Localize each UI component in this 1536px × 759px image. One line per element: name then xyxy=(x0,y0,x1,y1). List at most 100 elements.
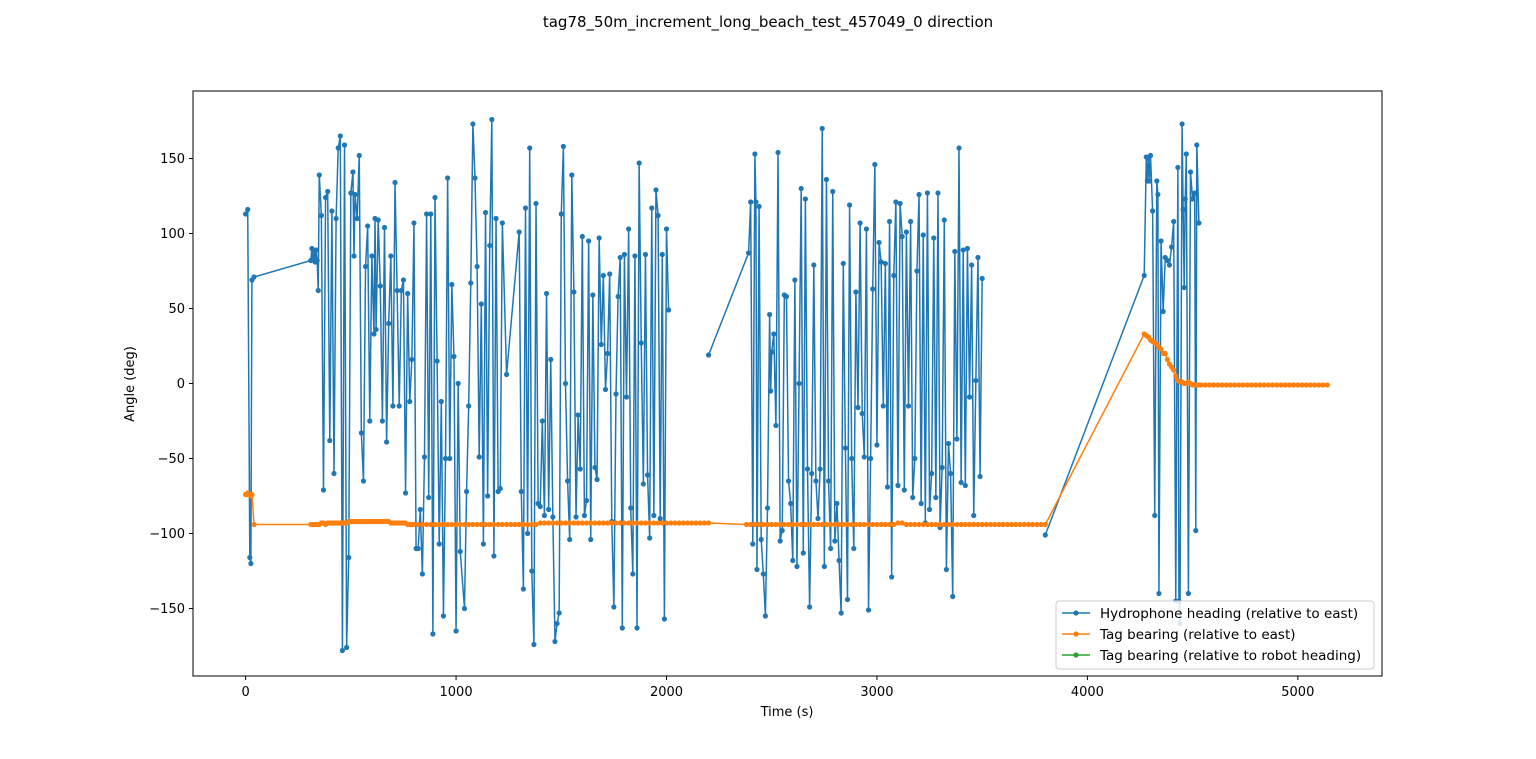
data-point xyxy=(598,341,604,348)
data-point xyxy=(941,521,947,528)
data-point xyxy=(920,521,926,528)
data-point xyxy=(1034,521,1040,528)
data-point xyxy=(487,242,493,249)
data-point xyxy=(325,188,331,195)
data-point xyxy=(527,145,533,151)
data-point xyxy=(352,191,358,198)
data-point xyxy=(1312,382,1318,388)
data-point xyxy=(935,190,941,196)
data-point xyxy=(384,439,390,445)
data-point xyxy=(903,229,910,235)
data-point xyxy=(771,331,777,337)
data-point xyxy=(882,260,888,267)
data-point xyxy=(880,403,886,409)
data-point xyxy=(474,521,480,528)
data-point xyxy=(640,481,646,487)
data-point xyxy=(950,521,956,528)
data-point xyxy=(815,515,821,522)
data-point xyxy=(884,484,891,490)
data-point xyxy=(537,520,543,526)
data-point xyxy=(1215,382,1221,388)
data-point xyxy=(802,521,808,528)
data-point xyxy=(607,271,613,277)
data-point xyxy=(819,125,825,132)
data-point xyxy=(415,521,421,528)
chart-title: tag78_50m_increment_long_beach_test_4570… xyxy=(543,13,993,32)
data-point xyxy=(756,521,762,528)
data-point xyxy=(754,566,760,573)
data-point xyxy=(375,217,381,223)
data-point xyxy=(743,521,750,528)
data-point xyxy=(1179,121,1185,127)
data-point xyxy=(609,520,615,526)
data-point xyxy=(1017,521,1023,528)
data-point xyxy=(558,520,564,526)
data-point xyxy=(962,482,968,489)
series-0 xyxy=(243,116,1202,654)
data-point xyxy=(470,521,476,528)
data-point xyxy=(602,386,609,393)
data-point xyxy=(626,520,632,526)
data-point xyxy=(421,454,428,460)
data-point xyxy=(442,455,449,462)
data-point xyxy=(764,521,771,528)
legend-label: Tag bearing (relative to east) xyxy=(1099,627,1296,643)
data-point xyxy=(381,224,388,231)
data-point xyxy=(243,211,249,217)
data-point xyxy=(1154,178,1160,184)
data-point xyxy=(426,494,432,501)
data-point xyxy=(592,464,598,471)
data-point xyxy=(846,202,853,208)
data-point xyxy=(508,521,514,528)
data-point xyxy=(489,116,495,123)
data-point xyxy=(1265,382,1271,388)
data-point xyxy=(899,520,905,526)
data-point xyxy=(1171,218,1177,225)
data-point xyxy=(1240,382,1246,388)
data-point xyxy=(813,478,819,484)
data-point xyxy=(794,521,800,528)
data-point xyxy=(360,478,367,484)
data-point xyxy=(649,205,655,211)
data-point xyxy=(684,520,691,526)
data-point xyxy=(1162,350,1168,357)
data-point xyxy=(630,520,636,526)
data-point xyxy=(432,194,438,201)
data-point xyxy=(333,215,339,222)
data-point xyxy=(653,187,659,193)
data-point xyxy=(592,520,598,526)
data-point xyxy=(529,568,535,574)
data-point xyxy=(642,251,649,258)
data-point xyxy=(966,394,973,400)
data-point xyxy=(777,538,783,544)
data-point xyxy=(1320,382,1326,388)
data-point xyxy=(764,505,771,511)
x-tick-label: 2000 xyxy=(650,685,683,700)
data-point xyxy=(941,217,947,223)
data-point xyxy=(785,521,792,528)
data-point xyxy=(1152,512,1158,519)
data-point xyxy=(516,521,522,528)
data-point xyxy=(926,506,933,513)
data-point xyxy=(432,521,438,528)
data-point xyxy=(1013,521,1019,528)
data-point xyxy=(975,521,981,528)
data-point xyxy=(1223,382,1229,388)
data-point xyxy=(453,521,459,528)
plot-area: 0 1000 2000 3000 4000 5000 −150 −100 −50 0 50 100 15… xyxy=(149,90,1383,700)
data-point xyxy=(617,254,623,261)
data-point xyxy=(876,239,882,246)
data-point xyxy=(705,520,712,526)
legend-box xyxy=(1055,600,1375,670)
data-point xyxy=(436,541,442,547)
data-point xyxy=(541,512,548,519)
data-point xyxy=(1173,373,1179,379)
data-point xyxy=(977,473,983,480)
data-point xyxy=(512,521,518,528)
data-point xyxy=(461,521,468,528)
data-point xyxy=(628,505,634,511)
data-point xyxy=(556,610,562,616)
data-point xyxy=(973,377,979,384)
data-point xyxy=(697,520,703,526)
data-point xyxy=(322,194,329,201)
